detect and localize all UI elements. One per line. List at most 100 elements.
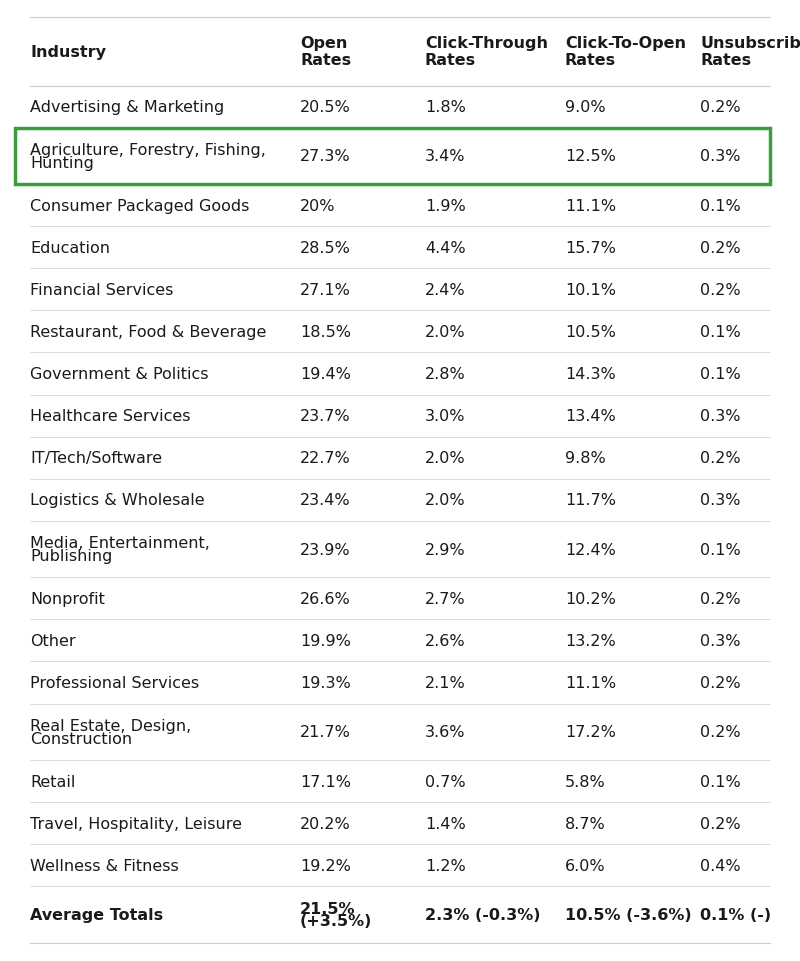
Text: 5.8%: 5.8% [565,774,606,789]
Text: 0.1%: 0.1% [700,367,741,382]
Text: Construction: Construction [30,730,132,746]
Text: Agriculture, Forestry, Fishing,: Agriculture, Forestry, Fishing, [30,143,266,158]
Text: Professional Services: Professional Services [30,676,199,690]
Text: 19.4%: 19.4% [300,367,351,382]
Text: 4.4%: 4.4% [425,240,466,256]
Text: 11.7%: 11.7% [565,493,616,507]
Text: Open
Rates: Open Rates [300,37,351,68]
Text: Education: Education [30,240,110,256]
Text: 0.2%: 0.2% [700,240,741,256]
Text: 19.2%: 19.2% [300,858,351,873]
Text: 14.3%: 14.3% [565,367,616,382]
Text: 10.1%: 10.1% [565,283,616,298]
Text: 2.9%: 2.9% [425,542,466,557]
Text: Consumer Packaged Goods: Consumer Packaged Goods [30,199,250,213]
Text: 0.3%: 0.3% [700,493,741,507]
Text: 0.3%: 0.3% [700,408,741,424]
Text: 0.2%: 0.2% [700,725,741,740]
Text: IT/Tech/Software: IT/Tech/Software [30,451,162,466]
Text: 20%: 20% [300,199,335,213]
Text: 3.6%: 3.6% [425,725,466,740]
Text: Restaurant, Food & Beverage: Restaurant, Food & Beverage [30,325,266,339]
Text: 0.2%: 0.2% [700,816,741,831]
Text: 2.7%: 2.7% [425,591,466,606]
Text: Retail: Retail [30,774,75,789]
Text: 17.1%: 17.1% [300,774,351,789]
Text: 0.2%: 0.2% [700,591,741,606]
Text: 6.0%: 6.0% [565,858,606,873]
Text: 3.0%: 3.0% [425,408,466,424]
Text: 0.2%: 0.2% [700,451,741,466]
Text: 23.7%: 23.7% [300,408,350,424]
Text: Advertising & Marketing: Advertising & Marketing [30,100,224,115]
Text: 19.9%: 19.9% [300,633,351,649]
Text: 13.4%: 13.4% [565,408,616,424]
Text: 19.3%: 19.3% [300,676,350,690]
Text: Other: Other [30,633,76,649]
Text: 22.7%: 22.7% [300,451,350,466]
Text: 23.4%: 23.4% [300,493,350,507]
Text: 10.5%: 10.5% [565,325,616,339]
Text: Industry: Industry [30,45,106,60]
Text: Publishing: Publishing [30,548,112,563]
Text: Wellness & Fitness: Wellness & Fitness [30,858,178,873]
Text: 21.5%: 21.5% [300,901,355,916]
Text: 0.3%: 0.3% [700,149,741,164]
Text: 27.3%: 27.3% [300,149,350,164]
Text: 3.4%: 3.4% [425,149,466,164]
Text: 18.5%: 18.5% [300,325,351,339]
Text: 28.5%: 28.5% [300,240,351,256]
Text: 0.3%: 0.3% [700,633,741,649]
Text: 26.6%: 26.6% [300,591,350,606]
Text: 2.4%: 2.4% [425,283,466,298]
Text: Click-To-Open
Rates: Click-To-Open Rates [565,37,686,68]
Text: 23.9%: 23.9% [300,542,350,557]
Text: Financial Services: Financial Services [30,283,174,298]
Text: 0.1% (-): 0.1% (-) [700,907,771,923]
Text: Unsubscribe
Rates: Unsubscribe Rates [700,37,800,68]
Text: 0.1%: 0.1% [700,774,741,789]
Text: 1.2%: 1.2% [425,858,466,873]
Text: 0.2%: 0.2% [700,100,741,115]
Text: Click-Through
Rates: Click-Through Rates [425,37,548,68]
Text: Healthcare Services: Healthcare Services [30,408,190,424]
Text: Average Totals: Average Totals [30,907,163,923]
Text: Hunting: Hunting [30,156,94,170]
Text: 12.5%: 12.5% [565,149,616,164]
Text: 11.1%: 11.1% [565,676,616,690]
Text: 2.3% (-0.3%): 2.3% (-0.3%) [425,907,541,923]
Text: 2.1%: 2.1% [425,676,466,690]
Text: 10.5% (-3.6%): 10.5% (-3.6%) [565,907,692,923]
Text: 2.0%: 2.0% [425,493,466,507]
Text: 20.5%: 20.5% [300,100,350,115]
Text: Government & Politics: Government & Politics [30,367,209,382]
Text: 0.1%: 0.1% [700,325,741,339]
Text: 2.8%: 2.8% [425,367,466,382]
Text: Real Estate, Design,: Real Estate, Design, [30,719,191,733]
Text: 12.4%: 12.4% [565,542,616,557]
Text: 0.4%: 0.4% [700,858,741,873]
Text: 21.7%: 21.7% [300,725,351,740]
Text: 20.2%: 20.2% [300,816,350,831]
Text: Logistics & Wholesale: Logistics & Wholesale [30,493,205,507]
Text: 27.1%: 27.1% [300,283,351,298]
Text: 1.4%: 1.4% [425,816,466,831]
Text: 1.8%: 1.8% [425,100,466,115]
Text: 10.2%: 10.2% [565,591,616,606]
Text: 2.6%: 2.6% [425,633,466,649]
Text: 8.7%: 8.7% [565,816,606,831]
Text: 13.2%: 13.2% [565,633,616,649]
Text: 9.8%: 9.8% [565,451,606,466]
Text: 0.7%: 0.7% [425,774,466,789]
Text: 17.2%: 17.2% [565,725,616,740]
Text: 2.0%: 2.0% [425,325,466,339]
Text: 15.7%: 15.7% [565,240,616,256]
Text: 2.0%: 2.0% [425,451,466,466]
Text: Media, Entertainment,: Media, Entertainment, [30,535,210,551]
Text: 1.9%: 1.9% [425,199,466,213]
Text: Nonprofit: Nonprofit [30,591,105,606]
Text: 0.1%: 0.1% [700,199,741,213]
Text: 11.1%: 11.1% [565,199,616,213]
Text: Travel, Hospitality, Leisure: Travel, Hospitality, Leisure [30,816,242,831]
Text: 0.2%: 0.2% [700,283,741,298]
